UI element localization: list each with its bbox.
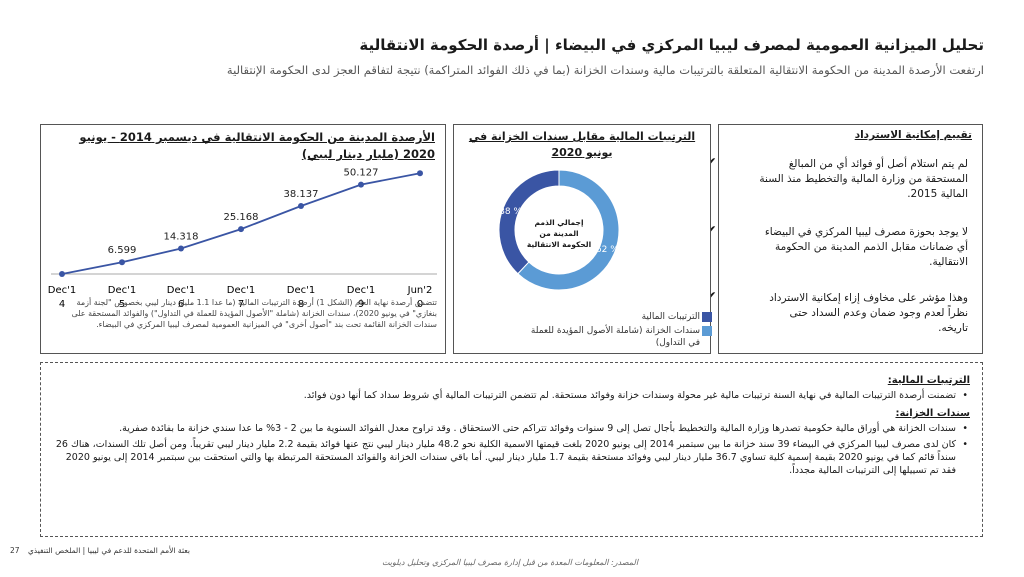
line-value-label-2: 6.599 <box>108 245 137 256</box>
line-title: الأرصدة المدينة من الحكومة الانتقالية في… <box>79 130 435 161</box>
assess-item-3: وهذا مؤشر على مخاوف إزاء إمكانية الاسترد… <box>758 291 968 336</box>
notes-bullet-1: تضمنت أرصدة الترتيبات المالية في نهاية ا… <box>53 389 970 402</box>
legend-swatch-1 <box>702 312 712 322</box>
footer-label: بعثة الأمم المتحدة للدعم في ليبيا | المل… <box>27 546 190 555</box>
line-chart: 6.599 14.318 25.168 38.137 50.127 Dec'1 4 Dec'… <box>48 168 437 310</box>
x-tick-label-3: Dec'1 <box>167 285 195 296</box>
x-tick-year-4: 7 <box>238 299 244 310</box>
notes-box: الترتيبات المالية: تضمنت أرصدة الترتيبات… <box>40 362 983 537</box>
source-note: المصدر: المعلومات المعدة من قبل إدارة مص… <box>381 558 639 567</box>
notes-bullet-2: سندات الخزانة هي أوراق مالية حكومية تصدر… <box>53 422 970 435</box>
x-tick-label-7: Jun'2 <box>407 285 433 296</box>
recoverability-title: تقييم إمكانية الاسترداد <box>854 129 972 141</box>
line-point-1 <box>59 271 65 277</box>
line-footnote: تتضمن أرصدة نهاية العام (الشكل 1) أرصدة … <box>71 298 437 329</box>
donut-title: الترتيبات المالية مقابل سندات الخزانة في… <box>468 130 696 159</box>
donut-chart: 38 % 62 % <box>498 169 620 291</box>
line-point-7 <box>417 170 423 177</box>
donut-slice-2 <box>517 169 620 291</box>
line-value-label-4: 25.168 <box>224 212 259 223</box>
line-point-4 <box>238 226 244 233</box>
line-panel: الأرصدة المدينة من الحكومة الانتقالية في… <box>40 124 446 354</box>
x-tick-label-1: Dec'1 <box>48 285 76 296</box>
assess-item-2: لا يوجد بحوزة مصرف ليبيا المركزي في البي… <box>758 225 968 270</box>
page-number: 27 <box>10 546 20 555</box>
assess-text-1: لم يتم استلام أصل أو فوائد أي من المبالغ… <box>759 158 968 200</box>
donut-slice-label-2: 62 % <box>596 245 619 255</box>
notes-heading-bonds: سندات الخزانة: <box>895 408 970 419</box>
page-subtitle: ارتفعت الأرصدة المدينة من الحكومة الانتق… <box>226 63 984 77</box>
donut-slice-label-1: 38 % <box>499 207 522 217</box>
line-point-5 <box>298 202 304 209</box>
x-tick-year-5: 8 <box>298 299 304 310</box>
page-title: تحليل الميزانية العمومية لمصرف ليبيا الم… <box>359 36 984 54</box>
x-tick-label-6: Dec'1 <box>347 285 375 296</box>
assess-item-1: لم يتم استلام أصل أو فوائد أي من المبالغ… <box>758 157 968 202</box>
line-point-3 <box>178 245 184 252</box>
x-tick-label-4: Dec'1 <box>227 285 255 296</box>
line-value-label-5: 38.137 <box>284 189 319 200</box>
line-point-6 <box>358 181 364 188</box>
x-tick-year-1: 4 <box>59 299 65 310</box>
donut-center-label: إجمالي الذمم المدينة من الحكومة الانتقال… <box>526 218 592 249</box>
line-point-2 <box>119 259 125 266</box>
series-line <box>61 172 421 275</box>
x-tick-label-5: Dec'1 <box>287 285 315 296</box>
footer-text: بعثة الأمم المتحدة للدعم في ليبيا | المل… <box>10 546 190 555</box>
legend-item-2: سندات الخزانة (شاملة الأصول المؤيدة للعم… <box>520 325 712 349</box>
x-tick-year-7: 0 <box>417 299 423 310</box>
recoverability-panel: تقييم إمكانية الاسترداد لم يتم استلام أص… <box>705 124 983 354</box>
x-tick-year-2: 5 <box>119 299 125 310</box>
x-tick-label-2: Dec'1 <box>108 285 136 296</box>
legend-label-1: الترتيبات المالية <box>641 312 700 322</box>
assess-text-2: لا يوجد بحوزة مصرف ليبيا المركزي في البي… <box>764 226 968 268</box>
legend-swatch-2 <box>702 326 712 336</box>
line-value-label-3: 14.318 <box>164 231 199 242</box>
line-value-label-6: 50.127 <box>344 168 379 179</box>
notes-heading-financial: الترتيبات المالية: <box>887 375 970 386</box>
assess-text-3: وهذا مؤشر على مخاوف إزاء إمكانية الاسترد… <box>769 292 968 334</box>
x-tick-year-3: 6 <box>178 299 184 310</box>
donut-panel: الترتيبات المالية مقابل سندات الخزانة في… <box>453 124 712 354</box>
legend-label-2: سندات الخزانة (شاملة الأصول المؤيدة للعم… <box>530 326 700 348</box>
notes-bullet-3: كان لدى مصرف ليبيا المركزي في البيضاء 39… <box>53 438 970 477</box>
legend-item-1: الترتيبات المالية <box>520 311 712 323</box>
x-tick-year-6: 9 <box>358 299 364 310</box>
